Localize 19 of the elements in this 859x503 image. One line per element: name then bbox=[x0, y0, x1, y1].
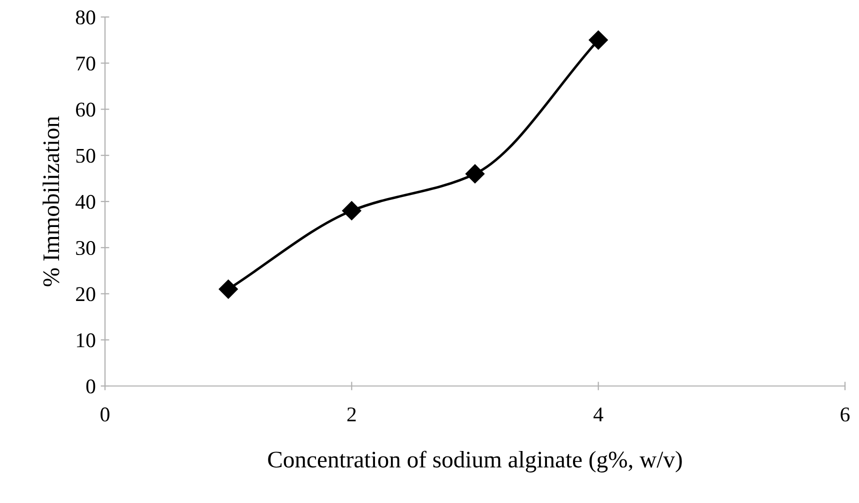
point bbox=[465, 164, 485, 184]
point bbox=[342, 201, 362, 220]
point bbox=[588, 30, 608, 50]
y-tick-label: 0 bbox=[86, 379, 96, 394]
y-tick-label: 70 bbox=[76, 56, 96, 71]
x-tick-label: 2 bbox=[347, 407, 356, 422]
x-axis-title: Concentration of sodium alginate (g%, w/v) bbox=[268, 450, 682, 472]
y-tick-label: 80 bbox=[76, 10, 96, 24]
y-tick-label: 30 bbox=[76, 241, 96, 256]
x-tick-label: 0 bbox=[100, 407, 110, 422]
point bbox=[218, 280, 238, 299]
x-tick-label: 4 bbox=[594, 408, 604, 422]
y-tick-label: 10 bbox=[76, 333, 96, 348]
y-tick-label: 40 bbox=[76, 194, 96, 209]
y-axis-title: % Immobilization bbox=[42, 116, 60, 286]
x-tick-label: 6 bbox=[840, 407, 850, 422]
y-tick-label: 60 bbox=[76, 102, 96, 117]
y-tick-label: 20 bbox=[76, 287, 96, 302]
y-tick-label: 50 bbox=[76, 148, 96, 163]
